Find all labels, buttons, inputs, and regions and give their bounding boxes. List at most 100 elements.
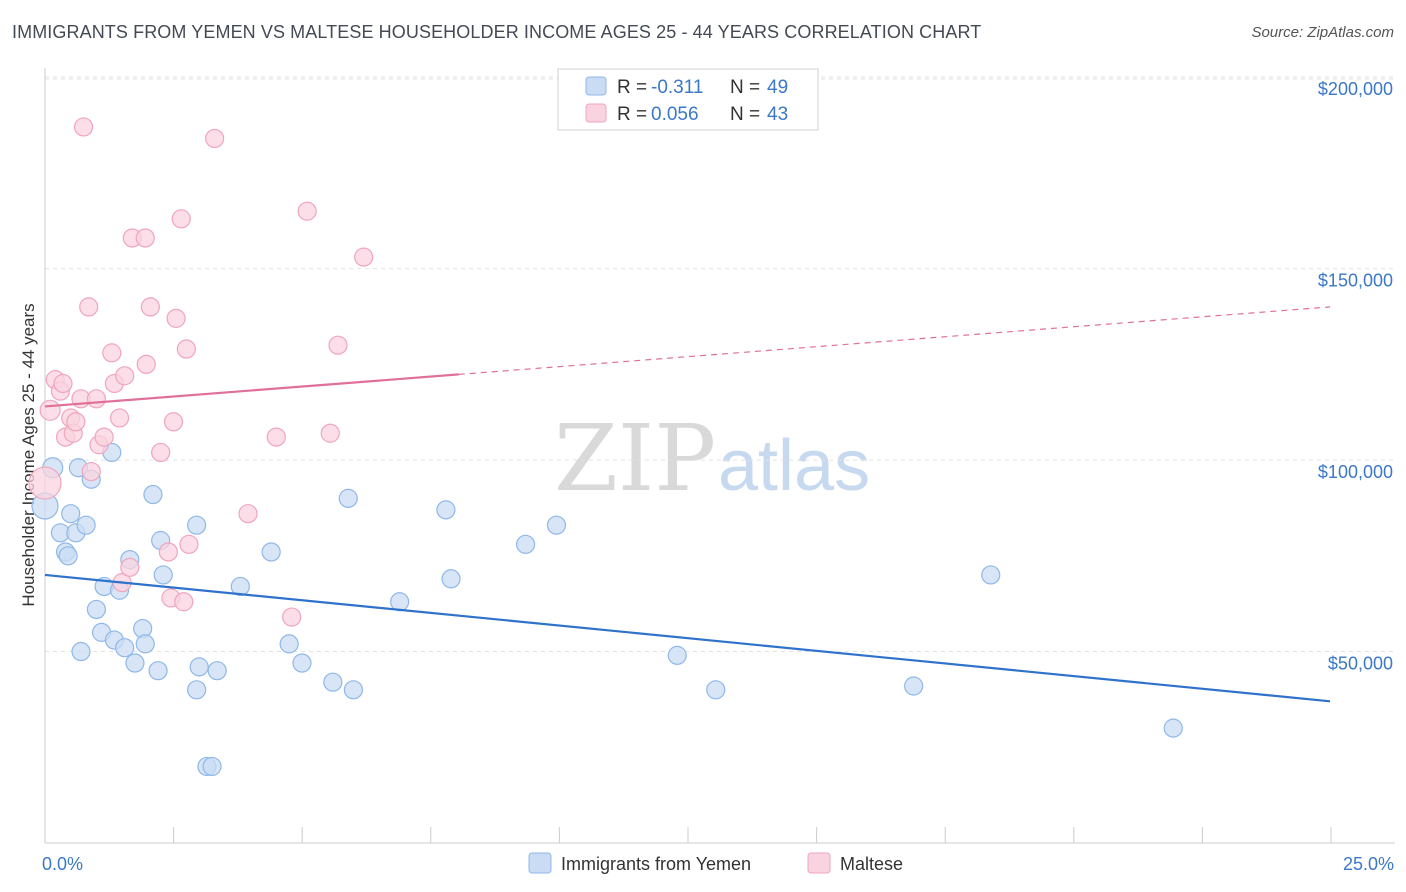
- yemen-point-31: [207, 661, 227, 681]
- legend-swatch-yemen: [585, 76, 607, 96]
- maltese-point-26: [151, 442, 171, 463]
- series-legend: Immigrants from Yemen Maltese: [528, 852, 903, 874]
- watermark-zip: ZIP: [554, 405, 716, 512]
- legend-n-label-yemen: N =: [730, 77, 760, 98]
- maltese-point-23: [135, 228, 155, 248]
- legend-swatch-maltese: [585, 103, 607, 123]
- trend-line-maltese: [44, 373, 459, 408]
- yemen-point-33: [261, 542, 281, 562]
- maltese-point-39: [297, 201, 317, 221]
- y-tick-label-100000: $100,000: [1318, 462, 1393, 482]
- series-legend-swatch-maltese: [807, 852, 831, 874]
- trend-line-maltese-dashed: [458, 306, 1331, 376]
- trend-lines: [44, 306, 1331, 703]
- yemen-point-17: [115, 638, 135, 658]
- yemen-point-39: [390, 592, 410, 612]
- maltese-point-34: [179, 534, 199, 554]
- trend-line-yemen: [44, 573, 1331, 703]
- axes: [44, 68, 1395, 844]
- yemen-point-46: [904, 676, 924, 696]
- maltese-point-31: [171, 209, 191, 229]
- maltese-point-35: [205, 128, 225, 149]
- yemen-point-35: [292, 653, 312, 673]
- watermark-atlas: atlas: [718, 426, 870, 506]
- yemen-point-38: [343, 680, 363, 700]
- maltese-point-37: [266, 427, 286, 447]
- watermark: ZIP atlas: [554, 405, 870, 512]
- yemen-point-37: [338, 488, 358, 508]
- yemen-point-22: [143, 484, 163, 505]
- maltese-point-1: [39, 399, 61, 421]
- yemen-point-41: [441, 569, 461, 589]
- yemen-point-9: [76, 515, 96, 535]
- source-credit: Source: ZipAtlas.com: [1251, 24, 1394, 41]
- series-legend-label-yemen: Immigrants from Yemen: [561, 854, 751, 874]
- maltese-point-41: [328, 335, 348, 355]
- maltese-point-30: [166, 308, 186, 328]
- yemen-point-5: [61, 504, 81, 524]
- yemen-point-40: [436, 500, 456, 520]
- yemen-point-36: [323, 672, 343, 692]
- maltese-point-0: [28, 466, 62, 500]
- maltese-point-15: [94, 427, 114, 447]
- y-tick-labels: $50,000 $100,000 $150,000 $200,000: [1318, 79, 1393, 673]
- yemen-point-30: [202, 756, 222, 777]
- maltese-point-24: [136, 354, 156, 374]
- yemen-point-44: [667, 645, 687, 665]
- yemen-point-28: [189, 657, 209, 677]
- maltese-point-13: [86, 389, 107, 409]
- chart-title: IMMIGRANTS FROM YEMEN VS MALTESE HOUSEHO…: [12, 22, 982, 42]
- yemen-point-43: [546, 515, 567, 535]
- maltese-point-11: [79, 297, 99, 317]
- x-tick-label-min: 0.0%: [42, 854, 83, 874]
- y-gridlines: [45, 76, 1395, 653]
- yemen-point-26: [187, 515, 207, 535]
- maltese-point-27: [158, 542, 178, 562]
- series-legend-swatch-yemen: [528, 852, 552, 874]
- yemen-point-25: [153, 565, 173, 585]
- legend-n-value-yemen: 49: [767, 77, 788, 98]
- maltese-point-20: [115, 366, 135, 386]
- maltese-point-32: [174, 592, 194, 612]
- yemen-point-34: [279, 634, 299, 654]
- series-yemen-points: [31, 442, 1183, 777]
- maltese-point-4: [53, 373, 73, 394]
- series-legend-label-maltese: Maltese: [840, 854, 903, 874]
- legend-n-value-maltese: 43: [767, 104, 788, 125]
- y-tick-label-200000: $200,000: [1318, 79, 1393, 99]
- x-tick-label-max: 25.0%: [1343, 854, 1394, 874]
- yemen-point-23: [148, 661, 168, 681]
- maltese-point-21: [120, 557, 140, 577]
- maltese-point-12: [81, 461, 101, 482]
- maltese-point-8: [66, 412, 86, 432]
- legend-n-label-maltese: N =: [730, 104, 760, 125]
- maltese-point-29: [163, 412, 184, 432]
- maltese-point-42: [354, 247, 374, 267]
- maltese-point-36: [238, 504, 258, 524]
- legend-r-label-yemen: R =: [617, 77, 647, 98]
- maltese-point-25: [140, 297, 160, 317]
- maltese-point-18: [109, 408, 130, 428]
- legend-r-value-maltese: 0.056: [651, 104, 699, 125]
- yemen-point-47: [981, 565, 1001, 585]
- y-tick-label-150000: $150,000: [1318, 271, 1393, 291]
- yemen-point-48: [1163, 718, 1183, 738]
- maltese-point-10: [73, 117, 94, 137]
- maltese-point-40: [320, 423, 340, 443]
- legend-r-label-maltese: R =: [617, 104, 647, 125]
- yemen-point-19: [125, 653, 145, 673]
- yemen-point-11: [86, 599, 107, 620]
- yemen-point-32: [230, 576, 250, 597]
- series-maltese-points: [28, 117, 374, 627]
- y-axis-title: Householder Income Ages 25 - 44 years: [19, 303, 38, 606]
- maltese-point-33: [176, 339, 196, 359]
- yemen-point-8: [71, 641, 91, 662]
- y-tick-label-50000: $50,000: [1328, 654, 1393, 674]
- yemen-point-42: [515, 534, 536, 554]
- maltese-point-16: [102, 343, 122, 363]
- legend-r-value-yemen: -0.311: [651, 77, 703, 98]
- stats-legend: R = -0.311 N = 49 R = 0.056 N = 43: [557, 68, 819, 131]
- yemen-point-27: [187, 680, 207, 700]
- yemen-point-4: [58, 546, 78, 566]
